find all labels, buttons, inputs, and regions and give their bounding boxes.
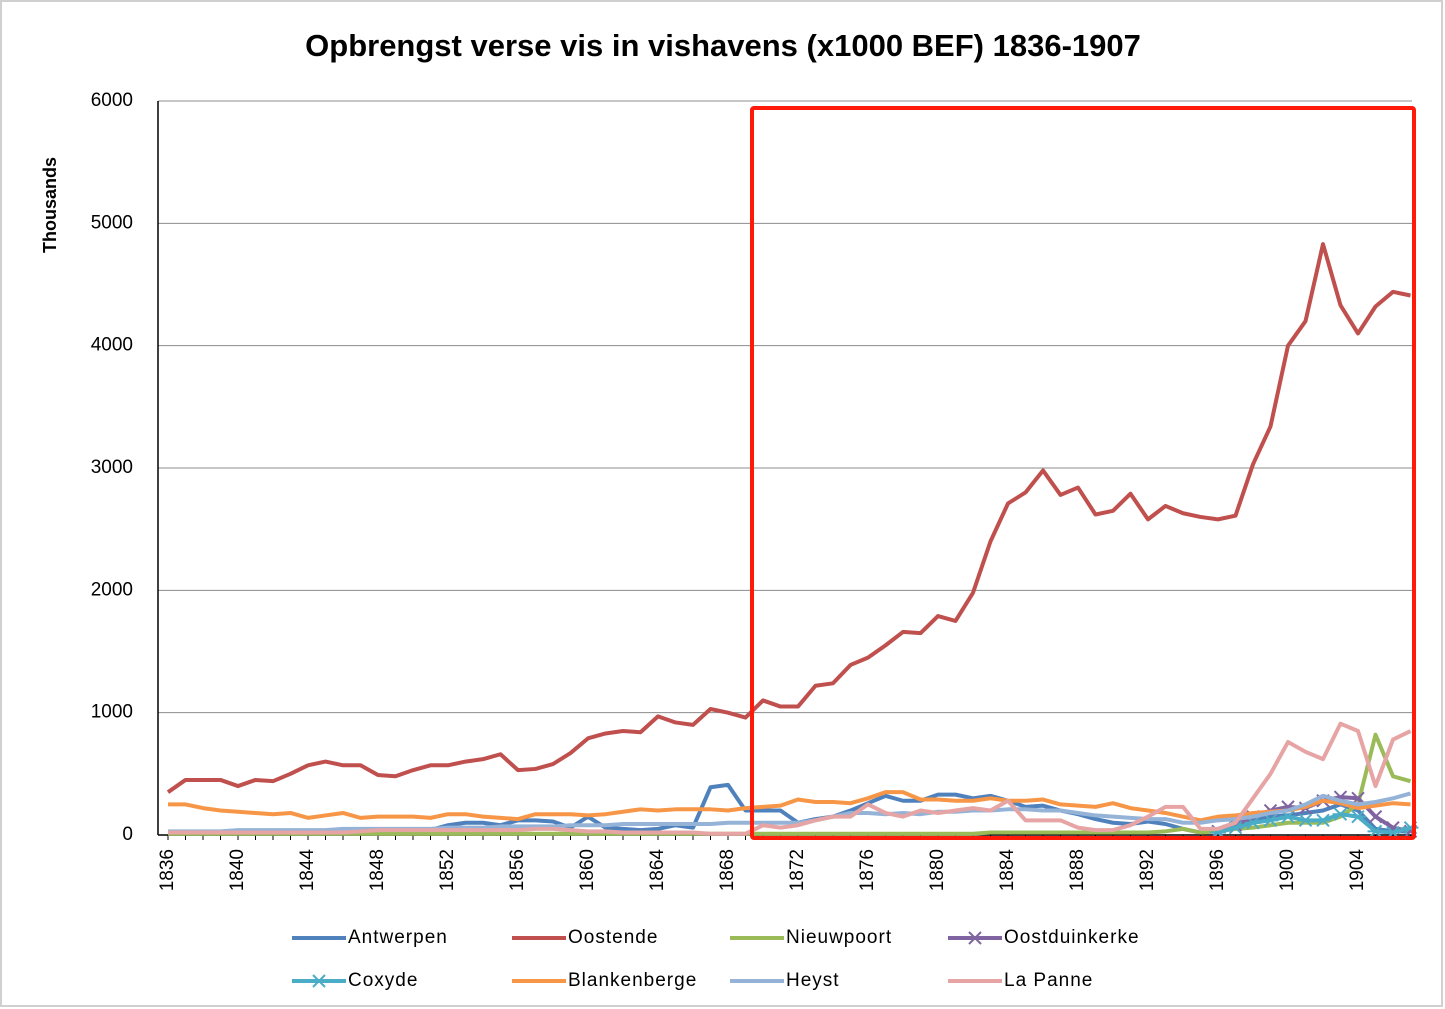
series-line [166, 242, 1411, 794]
y-tick-label: 1000 [91, 702, 133, 723]
legend-entry: Nieuwpoort [730, 927, 892, 948]
chart-title: Opbrengst verse vis in vishavens (x1000 … [305, 28, 1141, 63]
legend-entry: Blankenberge [512, 970, 697, 991]
series-line [168, 732, 1412, 836]
y-tick-label: 5000 [91, 212, 133, 233]
point-marker [1315, 813, 1331, 828]
legend-entry: Coxyde [292, 970, 418, 991]
legend-entry: Oostduinkerke [948, 927, 1140, 948]
point-marker [1332, 807, 1349, 821]
x-tick-label: 1868 [717, 849, 738, 891]
legend: Antwerpen Oostende Nieuwpoort Oostduinkerke… [292, 927, 1140, 991]
x-tick-label: 1856 [507, 849, 528, 891]
x-tick-label: 1904 [1347, 849, 1368, 892]
x-tick-label: 1876 [857, 849, 878, 891]
x-tick-label: 1872 [787, 849, 808, 891]
y-tick-label: 0 [122, 824, 133, 845]
legend-label: Oostduinkerke [1004, 927, 1140, 948]
legend-label: Blankenberge [568, 970, 697, 991]
point-marker [1350, 809, 1366, 824]
legend-entry: Antwerpen [292, 927, 448, 948]
highlight-box [750, 106, 1416, 840]
x-tick-label: 1840 [227, 849, 248, 891]
x-tick-label: 1892 [1137, 849, 1158, 891]
legend-entry: Oostende [512, 927, 658, 948]
x-tick-label: 1884 [997, 849, 1018, 892]
point-marker [1297, 813, 1314, 828]
legend-label: Oostende [568, 927, 658, 948]
point-marker [1262, 813, 1279, 828]
legend-label: Antwerpen [348, 927, 448, 948]
x-tick-label: 1844 [297, 849, 318, 892]
x-tick-label: 1848 [367, 849, 388, 891]
legend-label: La Panne [1004, 970, 1093, 991]
legend-entry: La Panne [948, 970, 1093, 991]
x-tick-label: 1880 [927, 849, 948, 891]
point-marker [1368, 809, 1383, 824]
legend-label: Nieuwpoort [786, 927, 892, 948]
y-tick-label: 6000 [91, 90, 133, 111]
series-line [168, 721, 1412, 836]
x-tick-label: 1864 [647, 849, 668, 892]
legend-entry: Heyst [730, 970, 840, 991]
y-tick-label: 4000 [91, 335, 133, 356]
y-tick-label: 2000 [91, 579, 133, 600]
point-marker [968, 931, 982, 945]
x-tick-label: 1896 [1207, 849, 1228, 891]
x-tick-label: 1852 [437, 849, 458, 891]
x-tick-label: 1836 [157, 849, 178, 891]
point-marker [311, 974, 327, 988]
y-axis-label: Thousands [40, 157, 60, 253]
series-line [168, 790, 1411, 823]
x-tick-label: 1900 [1277, 849, 1298, 891]
plot-area: 0 1000 2000 3000 4000 5000 6000 1836 1840 1844 184… [91, 90, 1419, 891]
legend-label: Heyst [786, 970, 840, 991]
legend-label: Coxyde [348, 970, 418, 991]
x-tick-label: 1888 [1067, 849, 1088, 891]
y-tick-label: 3000 [91, 457, 133, 478]
point-marker [1367, 824, 1384, 839]
x-tick-label: 1860 [577, 849, 598, 891]
